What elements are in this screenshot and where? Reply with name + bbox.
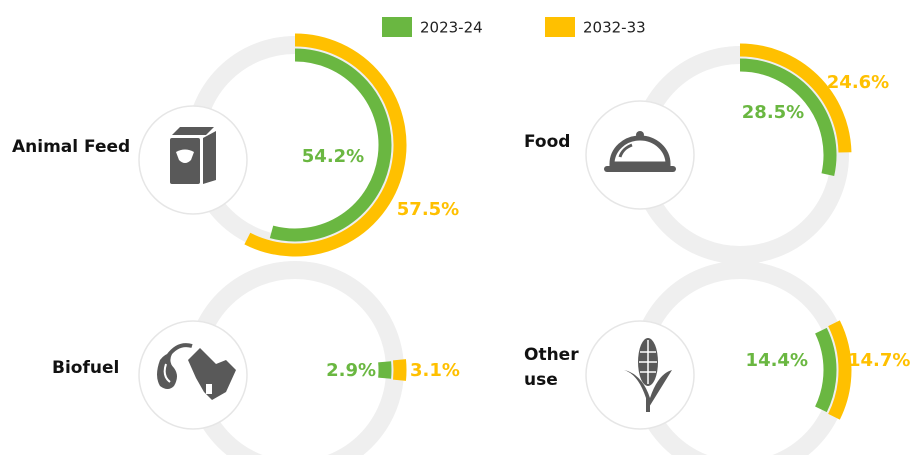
category-label: Food — [524, 132, 571, 152]
value-label: 2.9% — [326, 360, 376, 381]
legend-swatch — [545, 17, 575, 37]
arc — [828, 320, 852, 420]
category-label: Animal Feed — [12, 137, 131, 157]
value-label: 3.1% — [410, 360, 460, 381]
feed-icon — [170, 127, 216, 184]
arc — [269, 48, 392, 242]
arc — [815, 327, 837, 413]
corn-icon — [624, 338, 672, 412]
legend-swatch — [382, 17, 412, 37]
value-label: 14.7% — [848, 350, 910, 371]
legend-label: 2023-24 — [420, 19, 483, 37]
arc — [739, 43, 852, 153]
category-label: Biofuel — [52, 358, 120, 378]
fuel-icon — [157, 343, 236, 400]
icon-circle — [138, 320, 248, 430]
value-label: 28.5% — [742, 102, 804, 123]
arc — [739, 58, 837, 177]
food-icon — [604, 131, 676, 172]
icons — [157, 127, 676, 412]
category-label: Other use — [524, 345, 579, 390]
value-label: 24.6% — [827, 72, 889, 93]
legend-label: 2032-33 — [583, 19, 646, 37]
icon-circle — [585, 100, 695, 210]
value-label: 57.5% — [397, 199, 459, 220]
value-label: 14.4% — [746, 350, 808, 371]
value-label: 54.2% — [302, 146, 364, 167]
arc — [244, 33, 407, 257]
